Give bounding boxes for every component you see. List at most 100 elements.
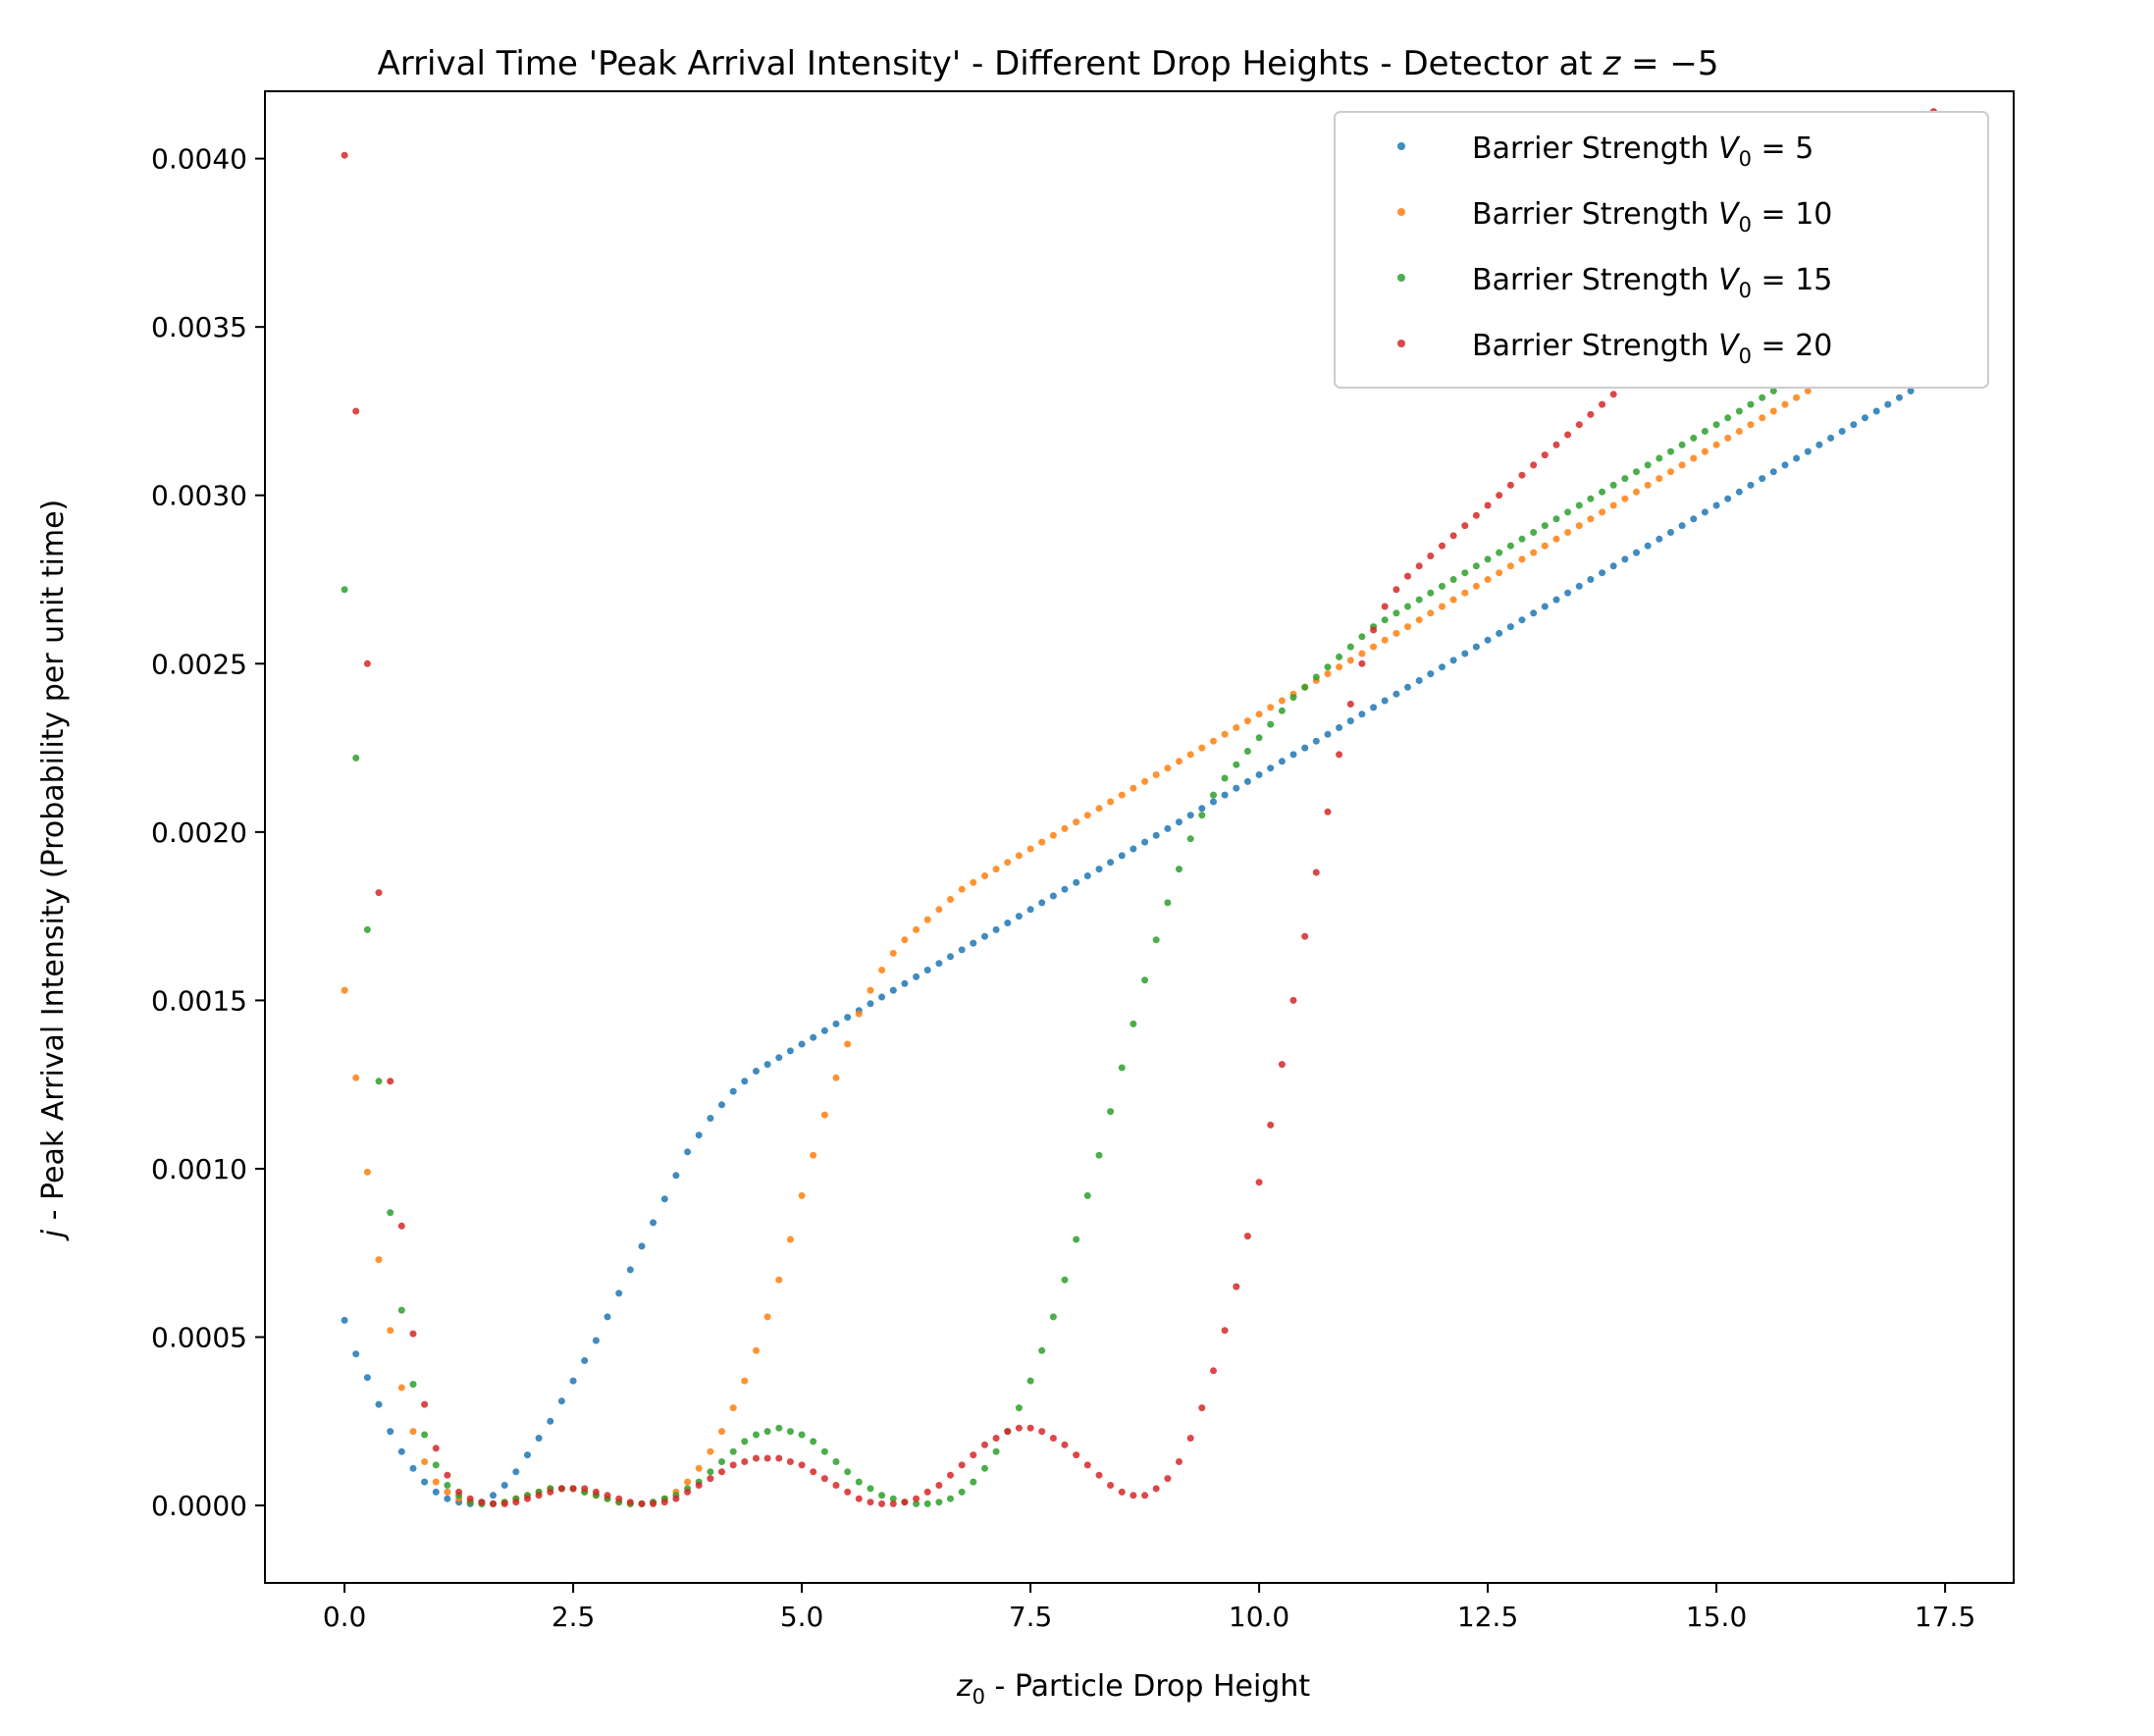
data-point xyxy=(935,960,943,968)
data-point xyxy=(1690,515,1698,523)
data-point xyxy=(1346,701,1354,708)
data-point xyxy=(741,1438,749,1446)
data-point xyxy=(684,1148,692,1156)
data-point xyxy=(1118,852,1126,860)
data-point xyxy=(1781,400,1789,408)
data-point xyxy=(524,1495,531,1502)
data-point xyxy=(1769,468,1777,476)
y-tick-label: 0.0000 xyxy=(151,1490,247,1522)
data-point xyxy=(397,1447,405,1455)
x-tick-label: 2.5 xyxy=(552,1601,596,1633)
data-point xyxy=(1073,1451,1080,1459)
data-point xyxy=(1210,1367,1217,1375)
data-point xyxy=(341,151,348,159)
data-point xyxy=(1484,636,1492,644)
data-point xyxy=(375,889,383,897)
data-point xyxy=(1358,659,1366,667)
data-point xyxy=(1530,461,1538,469)
data-point xyxy=(1449,532,1457,540)
data-point xyxy=(867,1000,874,1008)
data-point xyxy=(363,1168,371,1176)
data-point xyxy=(1484,555,1492,563)
data-point xyxy=(1506,542,1514,550)
data-point xyxy=(913,1499,920,1507)
data-point xyxy=(1243,1233,1251,1240)
data-point xyxy=(672,1172,680,1180)
data-point xyxy=(1221,1327,1229,1335)
data-point xyxy=(490,1499,497,1507)
data-point xyxy=(1747,481,1755,489)
data-point xyxy=(878,993,886,1001)
legend-label: Barrier Strength V0 = 10 xyxy=(1472,197,1832,237)
y-tick-label: 0.0040 xyxy=(151,143,247,176)
data-point xyxy=(798,1191,806,1199)
y-axis-ticks: 0.0000 0.0005 0.0010 0.0015 0.0020 0.0025 0.00… xyxy=(151,143,265,1522)
data-point xyxy=(786,1428,794,1436)
data-point xyxy=(718,1458,725,1465)
data-point xyxy=(1004,1428,1012,1436)
data-point xyxy=(421,1458,429,1465)
data-point xyxy=(855,1010,863,1018)
data-point xyxy=(1049,892,1057,900)
data-point xyxy=(397,1384,405,1392)
data-point xyxy=(1461,589,1469,597)
data-point xyxy=(1793,454,1801,462)
data-point xyxy=(1336,663,1343,671)
data-point xyxy=(1724,434,1732,442)
data-point xyxy=(1026,906,1034,914)
data-point xyxy=(1633,488,1640,496)
data-point xyxy=(798,1431,806,1439)
data-point xyxy=(810,1468,817,1476)
data-point xyxy=(1061,1441,1069,1448)
data-point xyxy=(409,1330,417,1338)
data-point xyxy=(844,1014,852,1022)
data-point xyxy=(638,1499,646,1507)
data-point xyxy=(1392,629,1400,637)
data-point xyxy=(1609,562,1617,570)
data-point xyxy=(1336,751,1343,759)
data-point xyxy=(1484,501,1492,509)
data-point xyxy=(1107,1482,1115,1489)
data-point xyxy=(1255,771,1263,778)
data-point xyxy=(432,1488,440,1496)
data-point xyxy=(341,1316,348,1324)
data-point xyxy=(1107,1108,1115,1116)
data-point xyxy=(1655,535,1663,543)
data-point xyxy=(1061,885,1069,893)
data-point xyxy=(901,936,909,944)
data-point xyxy=(1472,643,1480,651)
data-point xyxy=(1152,1485,1160,1493)
data-point xyxy=(638,1242,646,1250)
data-point xyxy=(1392,609,1400,617)
data-point xyxy=(1701,428,1708,435)
data-point xyxy=(1370,643,1378,651)
data-point xyxy=(1049,831,1057,839)
x-tick-label: 7.5 xyxy=(1009,1601,1053,1633)
data-point xyxy=(1644,542,1652,550)
legend-label: Barrier Strength V0 = 20 xyxy=(1472,329,1832,368)
data-point xyxy=(889,1499,897,1507)
data-point xyxy=(1312,868,1320,876)
data-point xyxy=(1186,835,1194,843)
data-point xyxy=(1255,710,1263,718)
data-point xyxy=(592,1337,600,1344)
data-point xyxy=(1587,495,1595,502)
data-point xyxy=(397,1306,405,1314)
data-point xyxy=(444,1471,451,1479)
data-point xyxy=(1164,899,1172,907)
data-point xyxy=(855,1478,863,1486)
data-point xyxy=(775,1454,783,1462)
data-point xyxy=(707,1115,714,1122)
data-point xyxy=(810,1033,817,1041)
y-tick-label: 0.0025 xyxy=(151,648,247,680)
data-point xyxy=(592,1488,600,1496)
x-tick-label: 15.0 xyxy=(1686,1601,1747,1633)
data-point xyxy=(1164,824,1172,832)
data-point xyxy=(1804,387,1812,395)
data-point xyxy=(421,1400,429,1408)
data-point xyxy=(1404,572,1411,580)
data-point xyxy=(1198,805,1206,813)
data-point xyxy=(1541,522,1549,530)
data-point xyxy=(753,1346,760,1354)
data-point xyxy=(1530,609,1538,617)
